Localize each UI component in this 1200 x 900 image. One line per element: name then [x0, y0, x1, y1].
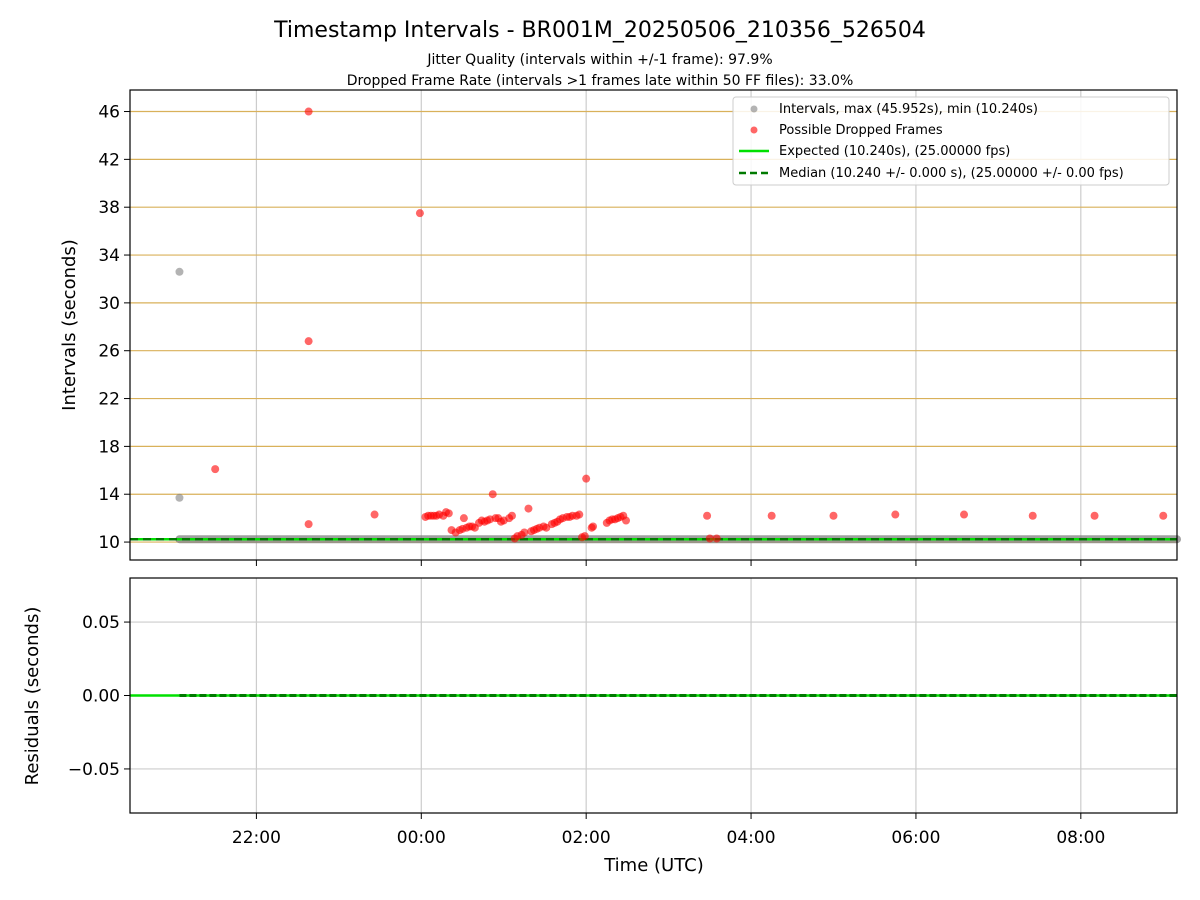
- dropped-frame-point: [304, 107, 313, 116]
- dropped-frame-point: [304, 520, 313, 529]
- legend: Intervals, max (45.952s), min (10.240s) …: [732, 96, 1170, 186]
- dropped-frame-point: [488, 490, 497, 499]
- dropped-frame-point: [444, 509, 453, 518]
- intervals-y-tick-label: 46: [98, 103, 120, 123]
- dropped-frame-point: [891, 510, 900, 519]
- intervals-y-tick-label: 26: [98, 342, 120, 362]
- chart-title: Timestamp Intervals - BR001M_20250506_21…: [273, 18, 926, 43]
- interval-point: [175, 493, 184, 502]
- intervals-y-tick-label: 18: [98, 437, 120, 457]
- dropped-frame-point: [1159, 511, 1168, 520]
- intervals-axes-frame: [129, 89, 1178, 561]
- intervals-y-tick-label: 14: [98, 485, 120, 505]
- dropped-frame-point: [459, 514, 468, 523]
- intervals-series: [130, 107, 1181, 544]
- dropped-frame-point: [1028, 511, 1037, 520]
- x-tick-label: 08:00: [1056, 828, 1105, 848]
- legend-median-label: Median (10.240 +/- 0.000 s), (25.00000 +…: [779, 166, 1124, 181]
- intervals-panel: 10 14 18 22 26 30 34 38 42 46 Intervals (seconds)…: [59, 89, 1181, 566]
- x-tick-label: 00:00: [397, 828, 446, 848]
- residuals-y-tick-label: −0.05: [68, 760, 120, 780]
- dropped-frame-point: [415, 209, 424, 218]
- dropped-frame-point: [370, 510, 379, 519]
- dropped-frame-point: [767, 511, 776, 520]
- intervals-y-tick-label: 30: [98, 294, 120, 314]
- dropped-frame-point: [304, 337, 313, 346]
- intervals-y-tick-label: 42: [98, 150, 120, 170]
- dropped-frame-point: [589, 522, 598, 531]
- dropped-frame-point: [575, 510, 584, 519]
- dropped-frame-point: [580, 532, 589, 541]
- interval-point: [175, 267, 184, 276]
- x-axis-label: Time (UTC): [603, 855, 704, 876]
- dropped-frame-point: [960, 510, 969, 519]
- dropped-frame-point: [622, 516, 631, 525]
- dropped-frame-point: [524, 504, 533, 513]
- intervals-y-tick-label: 34: [98, 246, 120, 266]
- legend-box: [732, 96, 1170, 186]
- intervals-y-tick-label: 10: [98, 533, 120, 553]
- residuals-x-ticks: 22:00 00:00 02:00 04:00 06:00 08:00: [232, 813, 1105, 848]
- x-tick-label: 06:00: [891, 828, 940, 848]
- residuals-y-ticks: 0.05 0.00 −0.05: [68, 613, 130, 780]
- residuals-y-axis-label: Residuals (seconds): [22, 607, 43, 786]
- dropped-frame-point: [1090, 511, 1099, 520]
- legend-dropped-marker: [750, 126, 758, 134]
- legend-intervals-marker: [750, 105, 758, 113]
- chart-subtitle-jitter: Jitter Quality (intervals within +/-1 fr…: [426, 52, 772, 68]
- intervals-y-tick-label: 22: [98, 390, 120, 410]
- dropped-frame-point: [705, 534, 714, 543]
- residuals-panel: 0.05 0.00 −0.05 22:00 00:00 02:00 04:00 06:00 0…: [22, 577, 1178, 876]
- x-tick-label: 02:00: [562, 828, 611, 848]
- intervals-y-tick-label: 38: [98, 198, 120, 218]
- dropped-frame-point: [712, 534, 721, 543]
- intervals-x-ticks: [255, 560, 1082, 566]
- x-tick-label: 04:00: [727, 828, 776, 848]
- dropped-frame-point: [582, 474, 591, 483]
- intervals-y-axis-label: Intervals (seconds): [59, 239, 80, 411]
- dropped-frame-point: [703, 511, 712, 520]
- residuals-y-tick-label: 0.00: [82, 687, 120, 707]
- dropped-frame-point: [507, 511, 516, 520]
- x-tick-label: 22:00: [232, 828, 281, 848]
- legend-intervals-label: Intervals, max (45.952s), min (10.240s): [779, 102, 1038, 117]
- dropped-frame-point: [211, 465, 220, 474]
- residuals-y-tick-label: 0.05: [82, 613, 120, 633]
- intervals-y-ticks: 10 14 18 22 26 30 34 38 42 46: [98, 103, 130, 553]
- chart-subtitle-dropped: Dropped Frame Rate (intervals >1 frames …: [347, 73, 854, 89]
- legend-dropped-label: Possible Dropped Frames: [779, 123, 943, 138]
- dropped-frame-point: [520, 528, 529, 537]
- legend-expected-label: Expected (10.240s), (25.00000 fps): [779, 144, 1010, 159]
- dropped-frame-point: [829, 511, 838, 520]
